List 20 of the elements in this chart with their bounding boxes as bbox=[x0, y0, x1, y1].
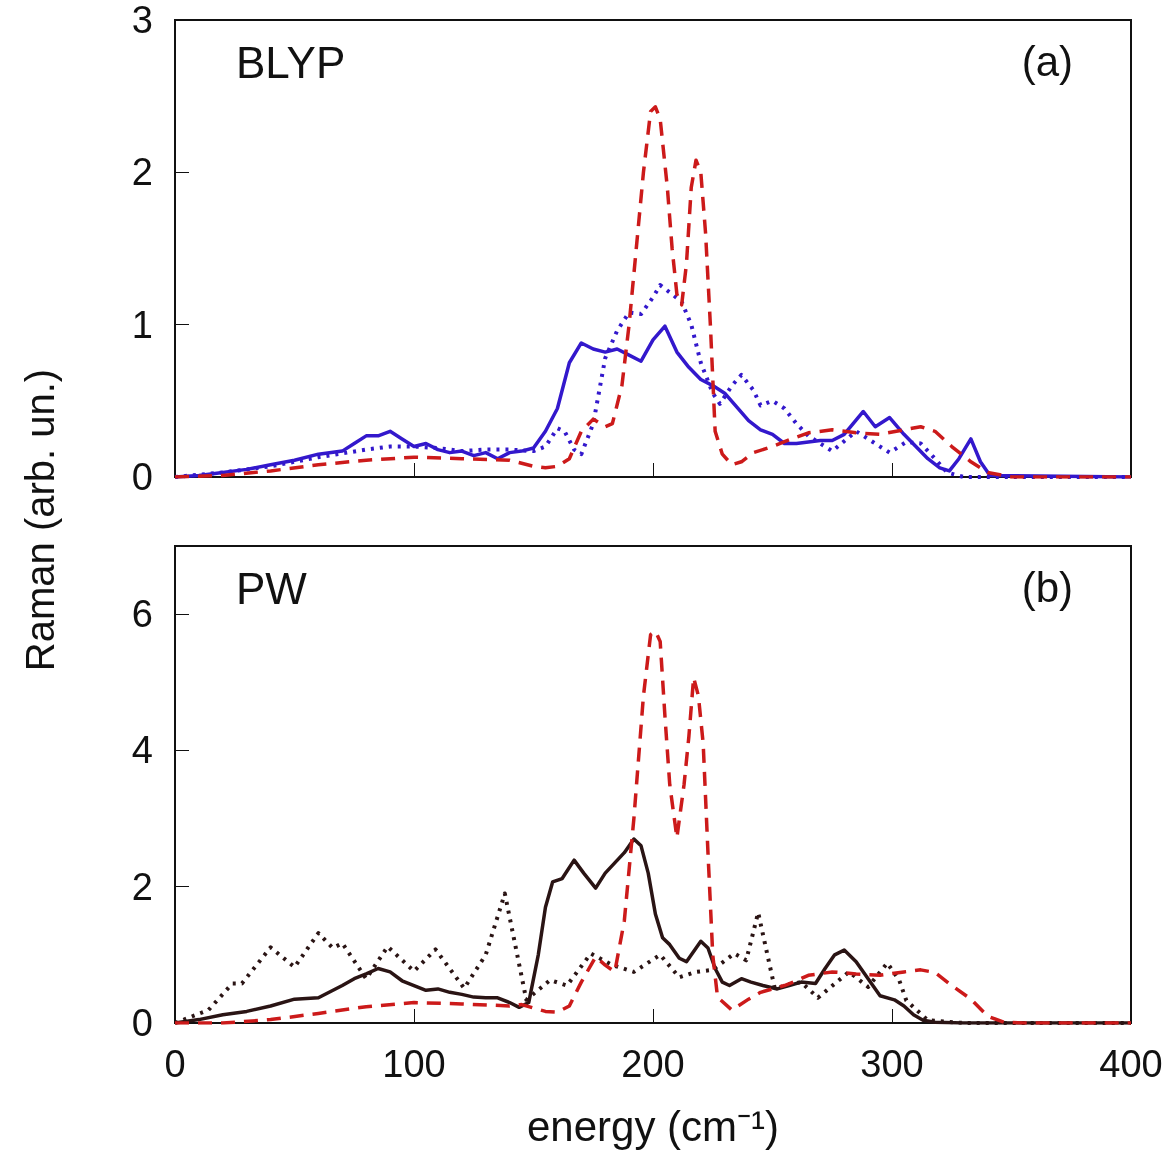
x-tick-label: 200 bbox=[621, 1043, 685, 1085]
y-tick-label: 2 bbox=[131, 865, 153, 908]
y-tick-label: 0 bbox=[131, 456, 153, 498]
x-tick-label: 400 bbox=[1099, 1043, 1163, 1085]
y-tick-label: 6 bbox=[131, 593, 153, 636]
annotation: PW bbox=[236, 563, 308, 613]
annotation: (b) bbox=[1021, 563, 1074, 611]
y-tick-label: 1 bbox=[131, 303, 153, 346]
x-axis-title: energy (cm⁻¹) bbox=[526, 1102, 780, 1150]
y-tick-label: 0 bbox=[131, 1002, 153, 1044]
y-axis-title: Raman (arb. un.) bbox=[17, 368, 63, 672]
x-tick-label: 100 bbox=[382, 1043, 446, 1085]
y-tick-label: 2 bbox=[131, 151, 153, 194]
x-tick-label: 300 bbox=[860, 1043, 924, 1085]
x-tick-label: 0 bbox=[164, 1043, 186, 1085]
annotation: (a) bbox=[1021, 37, 1074, 85]
line-series bbox=[173, 105, 1133, 479]
y-tick-label: 4 bbox=[131, 729, 153, 772]
annotation: BLYP bbox=[236, 37, 346, 87]
y-tick-label: 3 bbox=[131, 0, 153, 41]
